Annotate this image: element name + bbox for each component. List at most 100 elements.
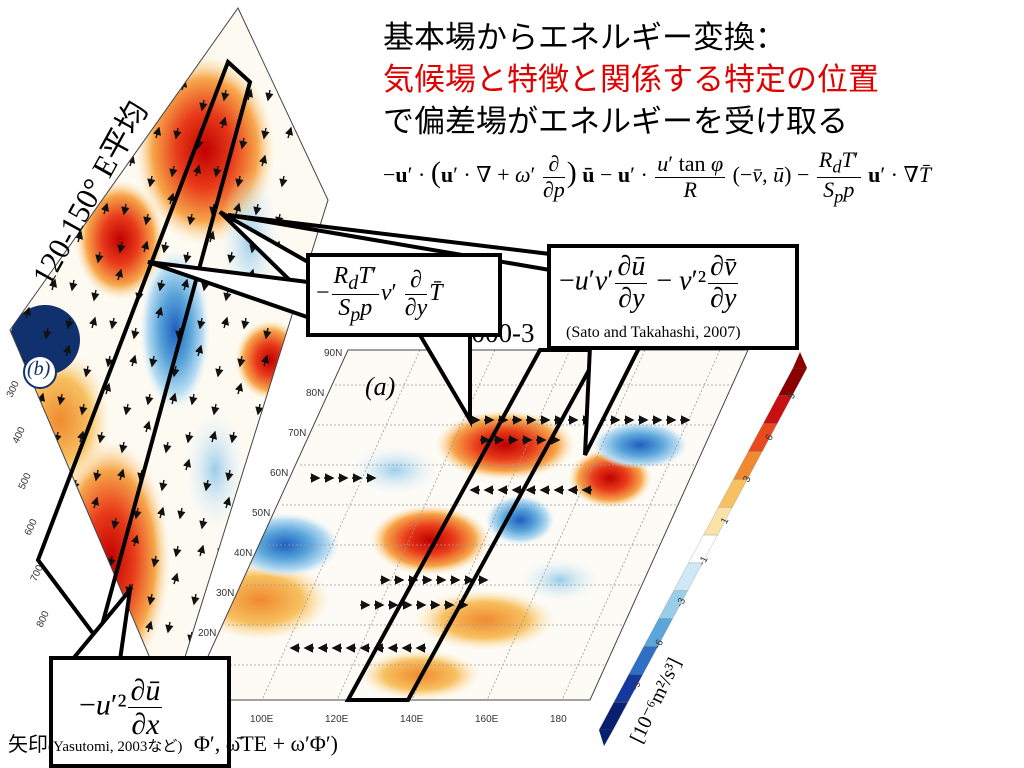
title-line-2: 気候場と特徴と関係する特定の位置: [383, 62, 879, 98]
citation-yasutomi: (Yasutomi, 2003など): [48, 739, 183, 755]
wind-arrow: [85, 545, 94, 558]
wind-arrow: [197, 317, 206, 330]
wind-arrow: [29, 659, 38, 672]
callout-meridional-heat: − RdT′ Spp v′ ∂ ∂y T̄: [306, 253, 502, 337]
wind-arrow: [223, 289, 232, 302]
wind-arrow: [62, 344, 72, 357]
wind-arrow: [173, 127, 182, 140]
wind-arrow: [102, 382, 112, 395]
wind-arrow: [15, 593, 24, 606]
wind-arrow: [86, 116, 96, 129]
lon-tick-labels: 100E 120E 140E 160E 180: [250, 714, 567, 725]
wind-arrow: [287, 99, 296, 112]
wind-arrow: [91, 289, 100, 302]
lon-tick: 140E: [400, 714, 424, 725]
wind-arrow: [279, 175, 288, 188]
wind-arrow: [156, 506, 166, 519]
wind-arrow: [182, 458, 192, 471]
wind-arrow: [89, 89, 98, 102]
wind-arrow: [38, 572, 48, 585]
wind-arrow: [147, 175, 156, 188]
lon-tick: 180: [550, 714, 567, 725]
lat-tick: 70N: [288, 428, 306, 439]
wind-arrow: [128, 354, 138, 367]
wind-arrow: [225, 469, 234, 482]
wind-arrow: [183, 251, 192, 264]
wind-arrow: [147, 593, 156, 606]
wind-arrow: [177, 507, 186, 520]
wind-arrow: [244, 88, 254, 101]
wind-arrow: [117, 241, 126, 254]
callout-bottom-equation: −u′² ∂ū ∂x: [79, 674, 163, 741]
wind-arrow: [133, 89, 142, 102]
wind-arrow: [105, 355, 114, 368]
wind-arrow: [265, 89, 274, 102]
wind-arrow: [260, 354, 270, 367]
colorbar-bottom-cap: [599, 730, 613, 746]
wind-arrow: [251, 441, 260, 454]
wind-arrow: [10, 469, 14, 482]
lat-tick: 50N: [252, 508, 270, 519]
wind-arrow: [88, 316, 98, 329]
wind-arrow: [263, 327, 272, 340]
wind-arrow: [220, 316, 230, 329]
wind-arrow: [203, 479, 212, 492]
colorbar-segment: [762, 395, 793, 424]
wind-arrow: [185, 431, 194, 444]
wind-arrow: [65, 317, 74, 330]
wind-arrow: [258, 154, 268, 167]
wind-arrow: [145, 393, 154, 406]
colorbar-segment: [733, 451, 763, 480]
wind-arrow: [46, 78, 56, 91]
main-equation-render: −u′ · (u′ · ∇ + ω′ ∂ ∂p) ū − u′ · u′ tan …: [383, 147, 932, 206]
lat-tick: 20N: [198, 628, 216, 639]
panel-a-label: (a): [365, 372, 396, 401]
colorbar-tick-label: 3: [741, 474, 754, 484]
wind-arrow: [19, 555, 28, 568]
wind-arrow: [37, 165, 46, 178]
wind-arrow: [199, 517, 208, 530]
wind-arrow: [111, 517, 120, 530]
callout-left-equation: − RdT′ Spp v′ ∂ ∂y T̄: [316, 263, 443, 326]
wind-arrow: [155, 99, 164, 112]
wind-arrow: [43, 327, 52, 340]
wind-arrow: [191, 593, 200, 606]
wind-arrow: [169, 165, 178, 178]
wind-arrow: [76, 430, 86, 443]
wind-arrow: [79, 403, 88, 416]
wind-arrow: [144, 620, 154, 633]
lon-tick: 120E: [325, 714, 349, 725]
wind-arrow: [63, 137, 72, 150]
wind-arrow: [261, 127, 270, 140]
lon-tick: 100E: [250, 714, 274, 725]
wind-arrow: [24, 506, 34, 519]
wind-arrow: [166, 192, 176, 205]
lat-tick: 80N: [306, 388, 324, 399]
wind-arrow: [116, 468, 126, 481]
wind-arrow: [189, 393, 198, 406]
wind-arrow: [234, 382, 244, 395]
wind-arrow: [114, 268, 124, 281]
wind-arrow: [48, 278, 58, 291]
wind-arrow: [196, 544, 206, 557]
wind-arrow: [97, 431, 106, 444]
wind-arrow: [209, 203, 218, 216]
colorbar-tick-label: 9: [786, 391, 799, 401]
wind-arrow: [215, 365, 224, 378]
wind-arrow: [199, 99, 208, 112]
lat-tick: 60N: [270, 468, 288, 479]
bottom-formula: Φ′, ω̄TE + ω′Φ′): [193, 731, 338, 756]
wind-arrow: [57, 393, 66, 406]
wind-arrow: [213, 165, 222, 178]
colorbar-segment: [673, 562, 703, 591]
wind-arrow: [55, 631, 64, 644]
bottom-prefix: 矢印: [8, 732, 48, 756]
wind-arrow: [194, 344, 204, 357]
wind-arrow: [248, 468, 258, 481]
wind-arrow: [163, 441, 172, 454]
wind-arrow: [131, 327, 140, 340]
wind-arrow: [173, 545, 182, 558]
wind-arrow: [229, 431, 238, 444]
